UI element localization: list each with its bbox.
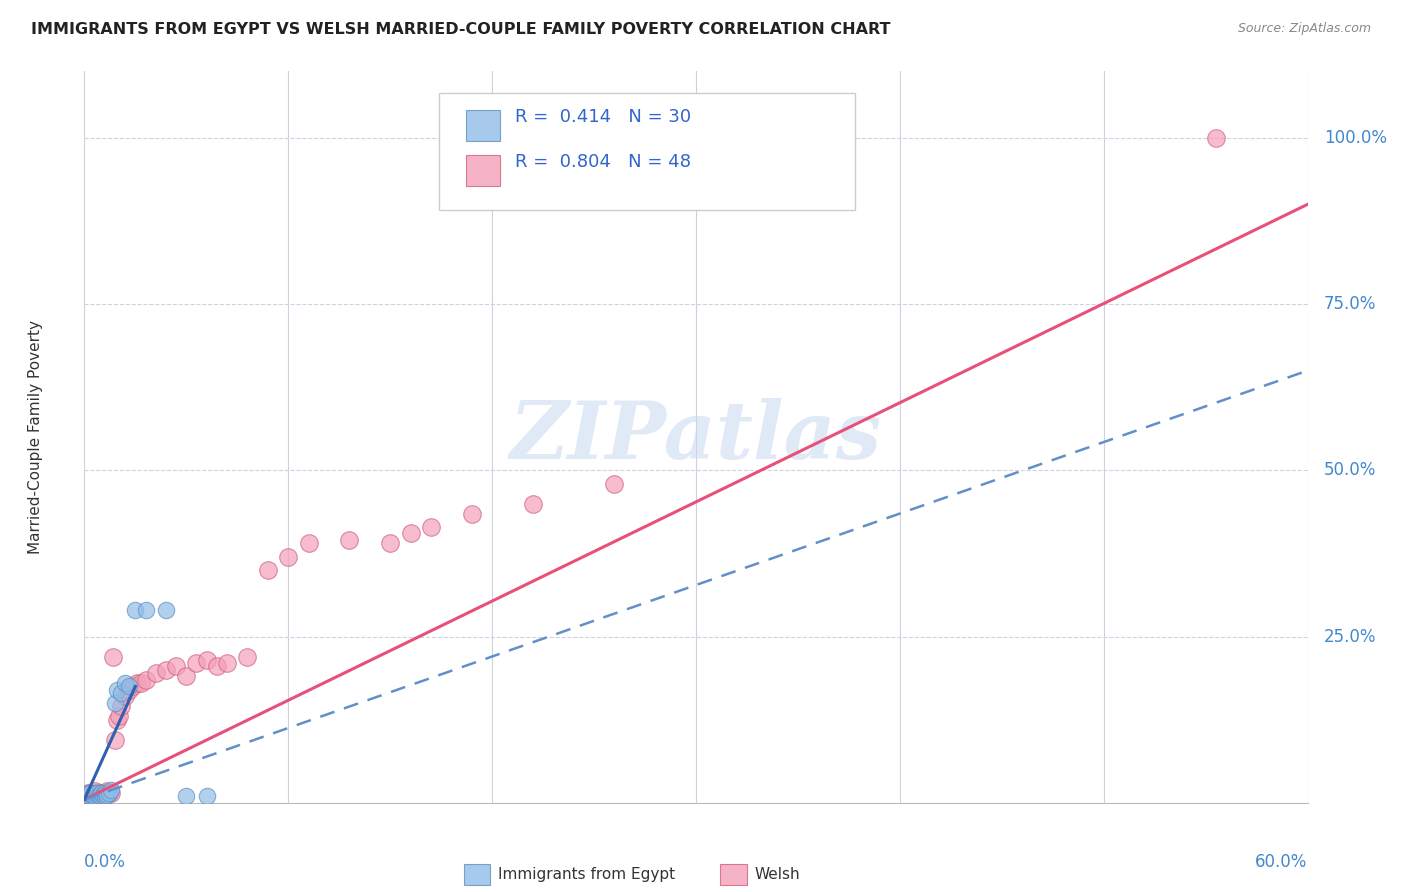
FancyBboxPatch shape xyxy=(720,863,748,886)
Point xyxy=(75,792,97,806)
FancyBboxPatch shape xyxy=(465,110,501,141)
Point xyxy=(79,789,101,804)
Point xyxy=(83,790,105,805)
Point xyxy=(91,786,114,800)
Text: 100.0%: 100.0% xyxy=(1324,128,1386,147)
Point xyxy=(83,784,105,798)
FancyBboxPatch shape xyxy=(439,94,855,211)
Point xyxy=(118,682,141,697)
Text: 25.0%: 25.0% xyxy=(1324,628,1376,646)
Text: 60.0%: 60.0% xyxy=(1256,853,1308,871)
Text: Source: ZipAtlas.com: Source: ZipAtlas.com xyxy=(1237,22,1371,36)
Point xyxy=(77,789,100,804)
Point xyxy=(96,784,118,798)
Point xyxy=(79,790,101,805)
Point xyxy=(79,788,101,802)
Point xyxy=(96,788,118,802)
Point xyxy=(83,786,105,800)
Text: Immigrants from Egypt: Immigrants from Egypt xyxy=(498,867,675,882)
Point xyxy=(135,603,157,617)
Point xyxy=(217,656,239,670)
Point xyxy=(87,786,110,800)
Point xyxy=(79,786,101,800)
Point xyxy=(399,526,422,541)
Point xyxy=(174,669,197,683)
Point xyxy=(77,789,100,804)
Point xyxy=(186,656,208,670)
Point xyxy=(127,676,149,690)
Point xyxy=(97,786,120,800)
Point xyxy=(380,536,402,550)
Point xyxy=(155,663,177,677)
Point xyxy=(100,786,122,800)
Point xyxy=(93,789,115,804)
Point xyxy=(236,649,259,664)
Point xyxy=(205,659,228,673)
Text: Welsh: Welsh xyxy=(755,867,800,882)
Point xyxy=(101,649,124,664)
Point xyxy=(1205,131,1227,145)
Point xyxy=(110,699,132,714)
Point xyxy=(461,507,484,521)
Point xyxy=(90,786,112,800)
Point xyxy=(195,653,218,667)
Point xyxy=(93,786,115,800)
Point xyxy=(104,732,127,747)
Point xyxy=(145,666,167,681)
Text: IMMIGRANTS FROM EGYPT VS WELSH MARRIED-COUPLE FAMILY POVERTY CORRELATION CHART: IMMIGRANTS FROM EGYPT VS WELSH MARRIED-C… xyxy=(31,22,890,37)
Point xyxy=(82,789,104,804)
Point xyxy=(93,789,115,804)
FancyBboxPatch shape xyxy=(464,863,491,886)
Point xyxy=(82,789,104,804)
Text: Married-Couple Family Poverty: Married-Couple Family Poverty xyxy=(28,320,44,554)
Point xyxy=(86,786,108,800)
Point xyxy=(114,676,136,690)
Text: 0.0%: 0.0% xyxy=(84,853,127,871)
Point xyxy=(97,786,120,800)
Point xyxy=(114,690,136,704)
Point xyxy=(298,536,321,550)
Point xyxy=(87,788,110,802)
Point xyxy=(86,789,108,804)
Point xyxy=(257,563,280,577)
Point xyxy=(603,476,626,491)
Text: R =  0.804   N = 48: R = 0.804 N = 48 xyxy=(515,153,690,171)
Point xyxy=(77,786,100,800)
Point xyxy=(122,680,145,694)
Point xyxy=(420,520,443,534)
Point xyxy=(277,549,299,564)
Point xyxy=(105,713,128,727)
Point xyxy=(82,786,104,800)
Point xyxy=(118,680,141,694)
Point xyxy=(522,497,544,511)
Point xyxy=(83,788,105,802)
Point xyxy=(110,686,132,700)
Point xyxy=(124,603,146,617)
Point xyxy=(108,709,131,723)
Point xyxy=(104,696,127,710)
Point xyxy=(155,603,177,617)
Point xyxy=(90,789,112,804)
Point xyxy=(135,673,157,687)
Point xyxy=(75,792,97,806)
Point xyxy=(86,789,108,804)
Point xyxy=(174,789,197,804)
Point xyxy=(195,789,218,804)
Text: R =  0.414   N = 30: R = 0.414 N = 30 xyxy=(515,108,692,126)
Text: 50.0%: 50.0% xyxy=(1324,461,1376,479)
FancyBboxPatch shape xyxy=(465,155,501,186)
Point xyxy=(339,533,361,548)
Text: 75.0%: 75.0% xyxy=(1324,295,1376,313)
Point xyxy=(91,788,114,802)
Point xyxy=(165,659,187,673)
Point xyxy=(90,788,112,802)
Point xyxy=(82,788,104,802)
Point xyxy=(77,786,100,800)
Point xyxy=(105,682,128,697)
Point xyxy=(100,782,122,797)
Text: ZIPatlas: ZIPatlas xyxy=(510,399,882,475)
Point xyxy=(131,676,153,690)
